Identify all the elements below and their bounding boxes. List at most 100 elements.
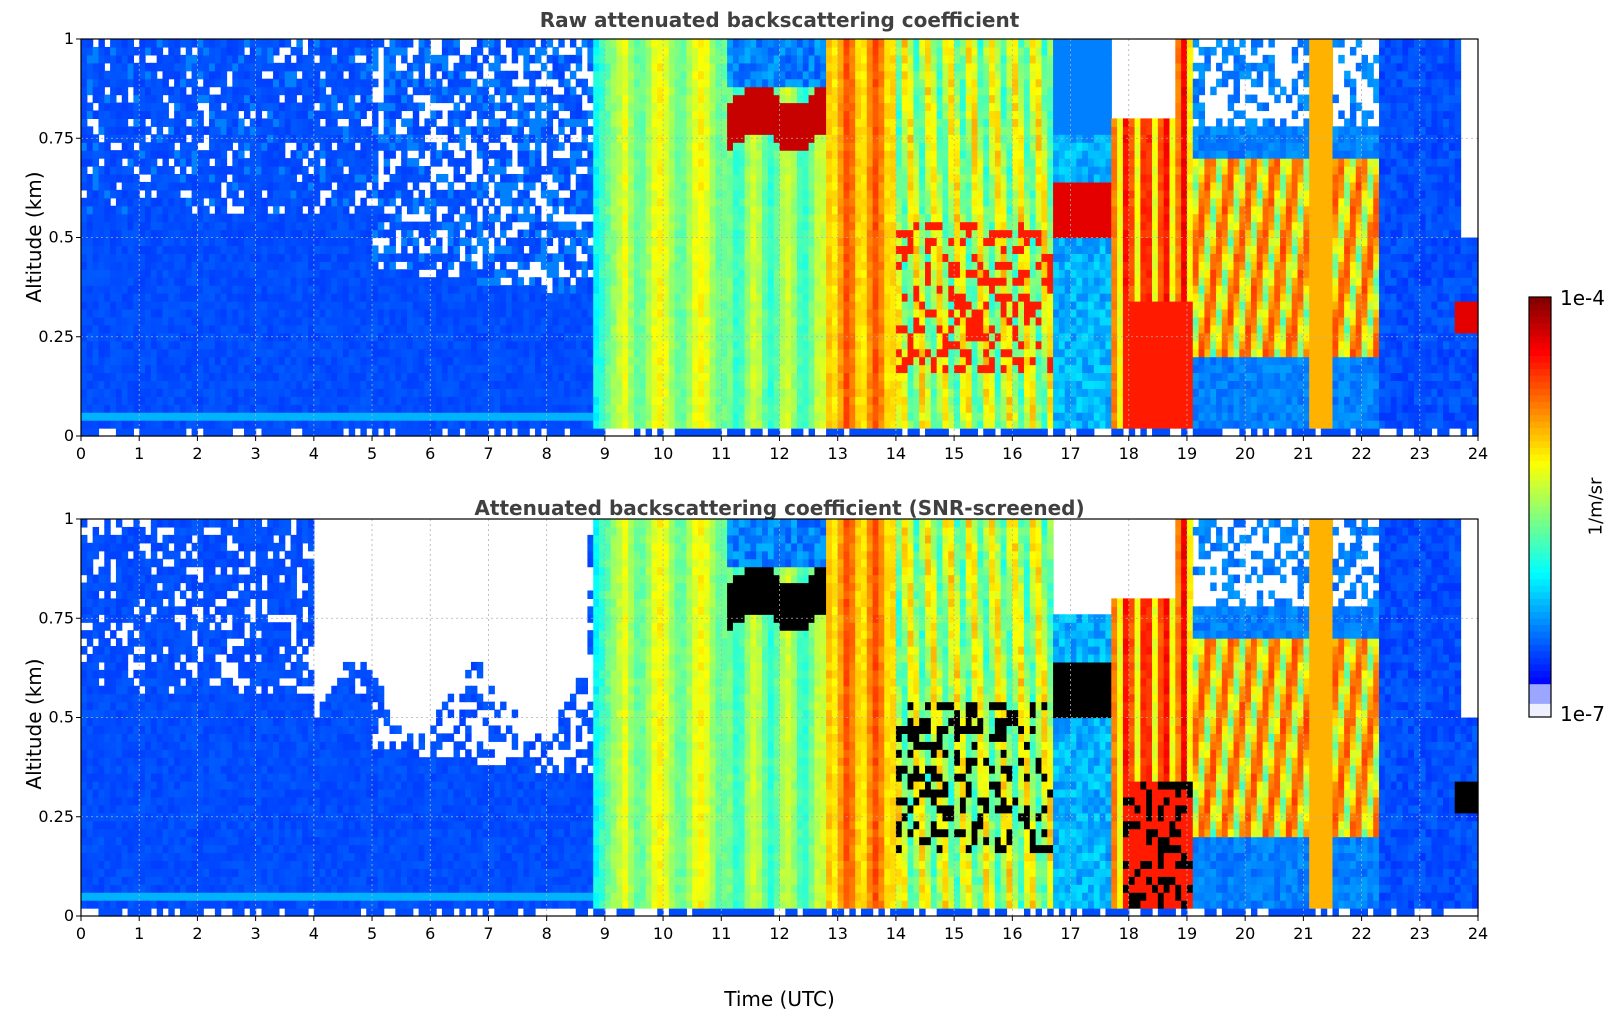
heatmap-cell <box>447 46 455 56</box>
heatmap-cell <box>313 261 321 270</box>
heatmap-cell <box>127 237 134 247</box>
heatmap-cell <box>482 269 490 278</box>
heatmap-cell <box>360 245 367 254</box>
heatmap-cell <box>348 197 356 207</box>
heatmap-cell <box>278 301 286 310</box>
heatmap-cell <box>191 70 199 80</box>
heatmap-cell <box>197 166 204 175</box>
heatmap-cell <box>243 308 251 318</box>
heatmap-cell <box>366 269 373 278</box>
heatmap-cell <box>436 150 443 159</box>
heatmap-cell <box>389 412 396 421</box>
heatmap-cell <box>523 388 530 397</box>
heatmap-cell <box>703 181 711 191</box>
heatmap-cell <box>249 78 257 88</box>
heatmap-cell <box>115 237 123 247</box>
heatmap-cell <box>668 356 676 366</box>
heatmap-cell <box>209 189 216 199</box>
heatmap-cell <box>197 301 204 310</box>
heatmap-cell <box>418 173 426 183</box>
heatmap-cell <box>517 285 524 294</box>
heatmap-cell <box>168 324 175 334</box>
heatmap-cell <box>98 412 105 421</box>
heatmap-cell <box>569 428 577 437</box>
heatmap-cell <box>668 404 676 413</box>
heatmap-cell <box>197 245 204 254</box>
heatmap-cell <box>558 39 565 48</box>
heatmap-cell <box>715 197 722 207</box>
heatmap-cell <box>529 324 536 334</box>
heatmap-cell <box>593 229 600 239</box>
heatmap-cell <box>703 428 711 437</box>
heatmap-cell <box>354 102 361 112</box>
heatmap-cell <box>249 70 257 80</box>
heatmap-cell <box>209 54 216 64</box>
heatmap-cell <box>622 372 629 382</box>
heatmap-cell <box>337 277 344 286</box>
heatmap-cell <box>232 396 239 405</box>
heatmap-cell <box>482 388 490 397</box>
heatmap-cell <box>663 229 670 239</box>
heatmap-cell <box>546 404 554 413</box>
heatmap-cell <box>354 158 361 167</box>
heatmap-cell <box>156 412 164 421</box>
heatmap-cell <box>645 332 653 342</box>
heatmap-cell <box>197 316 204 326</box>
heatmap-cell <box>657 324 664 334</box>
heatmap-cell <box>273 197 280 207</box>
heatmap-cell <box>372 356 379 366</box>
heatmap-cell <box>657 54 664 64</box>
heatmap-cell <box>162 237 169 247</box>
heatmap-cell <box>453 420 460 429</box>
heatmap-cell <box>284 404 292 413</box>
heatmap-cell <box>575 277 583 286</box>
heatmap-cell <box>203 404 210 413</box>
heatmap-cell <box>150 308 158 318</box>
heatmap-cell <box>698 126 705 135</box>
heatmap-cell <box>692 142 699 151</box>
heatmap-cell <box>302 173 309 183</box>
heatmap-cell <box>523 70 530 80</box>
heatmap-cell <box>535 213 542 223</box>
heatmap-cell <box>657 134 664 143</box>
heatmap-cell <box>668 142 676 151</box>
heatmap-cell <box>238 86 245 96</box>
heatmap-cell <box>459 221 466 231</box>
heatmap-cell <box>174 356 181 366</box>
heatmap-cell <box>651 261 658 270</box>
heatmap-cell <box>214 293 222 302</box>
heatmap-cell <box>692 308 699 318</box>
heatmap-cell <box>651 158 658 167</box>
heatmap-cell <box>505 332 513 342</box>
heatmap-cell <box>337 62 344 72</box>
heatmap-cell <box>471 364 478 374</box>
heatmap-cell <box>214 39 222 48</box>
heatmap-cell <box>238 150 245 159</box>
heatmap-cell <box>331 261 338 270</box>
heatmap-cell <box>709 78 717 88</box>
heatmap-cell <box>668 181 676 191</box>
heatmap-cell <box>692 118 699 127</box>
heatmap-cell <box>581 261 589 270</box>
heatmap-cell <box>500 102 507 112</box>
heatmap-cell <box>302 308 309 318</box>
heatmap-cell <box>680 364 687 374</box>
heatmap-cell <box>709 126 717 135</box>
heatmap-cell <box>511 205 519 215</box>
heatmap-cell <box>674 166 682 175</box>
heatmap-cell <box>296 372 303 382</box>
heatmap-cell <box>383 118 391 127</box>
heatmap-cell <box>331 420 338 429</box>
heatmap-cell <box>232 245 239 254</box>
heatmap-cell <box>703 70 711 80</box>
heatmap-cell <box>133 173 140 183</box>
heatmap-cell <box>98 261 105 270</box>
heatmap-cell <box>360 277 367 286</box>
heatmap-cell <box>406 348 414 358</box>
heatmap-cell <box>331 126 338 135</box>
heatmap-cell <box>663 316 670 326</box>
heatmap-cell <box>616 70 623 80</box>
heatmap-cell <box>331 253 338 262</box>
heatmap-cell <box>337 293 344 302</box>
heatmap-cell <box>715 269 722 278</box>
